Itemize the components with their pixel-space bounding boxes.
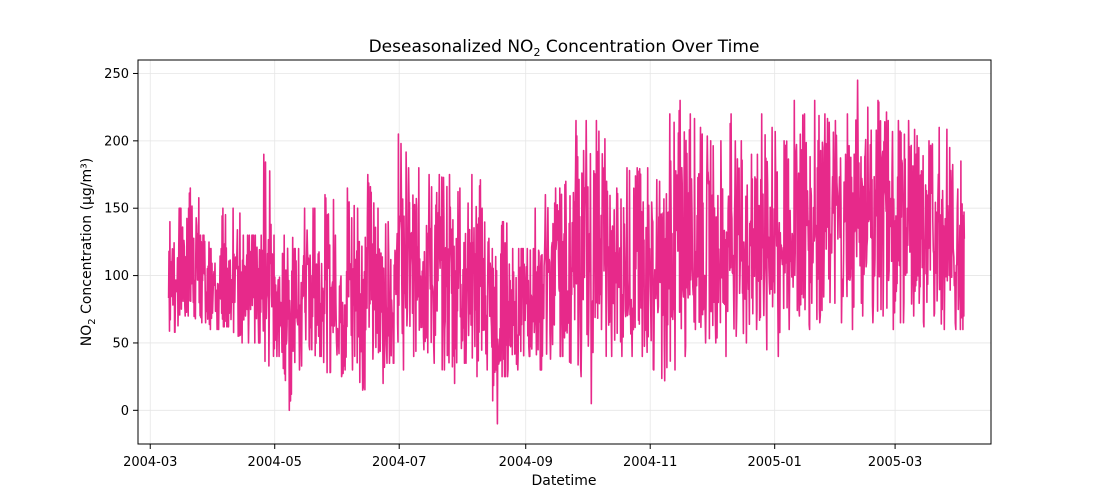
x-tick-label: 2004-09 bbox=[499, 455, 553, 470]
y-axis: 0 50 100 150 200 250 bbox=[104, 67, 138, 419]
x-tick-label: 2005-01 bbox=[748, 455, 802, 470]
x-tick-label: 2004-05 bbox=[248, 455, 302, 470]
x-axis-label: Datetime bbox=[531, 473, 596, 489]
x-axis: 2004-03 2004-05 2004-07 2004-09 2004-11 2005-… bbox=[123, 444, 922, 470]
x-tick-label: 2005-03 bbox=[868, 455, 922, 470]
y-tick-label: 0 bbox=[121, 404, 129, 419]
y-tick-label: 50 bbox=[112, 336, 129, 351]
y-tick-label: 100 bbox=[104, 269, 129, 284]
x-tick-label: 2004-07 bbox=[372, 455, 426, 470]
y-tick-label: 200 bbox=[104, 134, 129, 149]
x-tick-label: 2004-11 bbox=[623, 455, 677, 470]
plot-frame bbox=[137, 59, 992, 445]
no2-series-line bbox=[167, 79, 966, 425]
y-tick-label: 250 bbox=[104, 67, 129, 82]
y-axis-label: NO2 Concentration (µg/m³) bbox=[79, 158, 98, 347]
chart-title: Deseasonalized NO2 Concentration Over Ti… bbox=[369, 37, 760, 59]
x-tick-label: 2004-03 bbox=[123, 455, 177, 470]
series-layer bbox=[167, 79, 966, 425]
y-tick-label: 150 bbox=[104, 202, 129, 217]
